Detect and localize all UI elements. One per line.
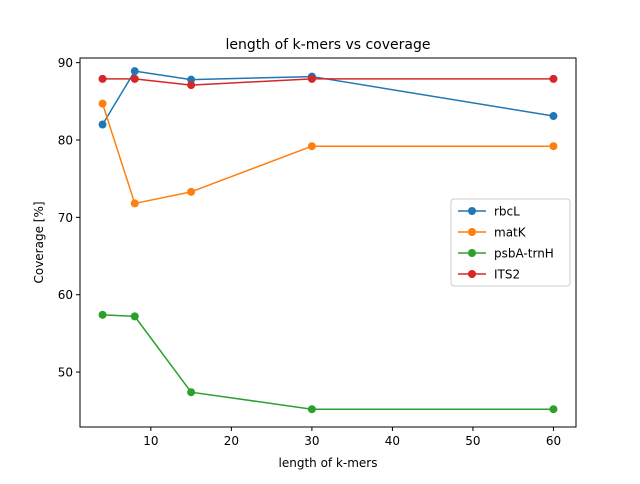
y-tick-label-4: 90 — [58, 56, 73, 70]
legend-label-2: psbA-trnH — [494, 247, 554, 261]
legend-swatch-marker-3 — [468, 270, 476, 278]
data-point-2-4 — [549, 405, 558, 414]
chart-title: length of k-mers vs coverage — [226, 37, 431, 53]
legend-label-3: ITS2 — [494, 268, 520, 282]
y-tick-label-1: 60 — [58, 288, 73, 302]
data-point-2-0 — [98, 310, 107, 319]
x-axis-label: length of k-mers — [279, 456, 378, 470]
data-point-2-3 — [307, 405, 316, 414]
y-tick-label-2: 70 — [58, 211, 73, 225]
plot-frame — [79, 57, 577, 428]
x-tick-label-2: 30 — [304, 434, 319, 448]
axes: 10 20 30 40 50 60 50 60 70 80 90 — [58, 56, 561, 448]
x-tick-label-0: 10 — [143, 434, 158, 448]
data-point-1-4 — [549, 142, 558, 151]
data-point-3-2 — [187, 81, 196, 90]
data-point-1-0 — [98, 99, 107, 108]
data-point-1-2 — [187, 187, 196, 196]
data-point-1-3 — [307, 142, 316, 151]
legend-swatch-marker-2 — [468, 249, 476, 257]
data-point-3-1 — [130, 74, 139, 83]
legend-label-1: matK — [494, 226, 527, 240]
data-point-0-0 — [98, 120, 107, 129]
data-point-2-2 — [187, 388, 196, 397]
data-point-1-1 — [130, 199, 139, 208]
legend-label-0: rbcL — [494, 205, 520, 219]
y-tick-label-3: 80 — [58, 134, 73, 148]
x-tick-label-5: 60 — [546, 434, 561, 448]
data-point-0-4 — [549, 112, 558, 121]
y-tick-label-0: 50 — [58, 366, 73, 380]
legend-box — [450, 198, 571, 287]
legend-swatch-marker-1 — [468, 228, 476, 236]
y-axis-label: Coverage [%] — [32, 201, 46, 283]
data-point-3-4 — [549, 74, 558, 83]
data-point-3-3 — [307, 74, 316, 83]
x-tick-label-1: 20 — [224, 434, 239, 448]
legend-swatch-marker-0 — [468, 207, 476, 215]
data-point-2-1 — [130, 312, 139, 321]
data-point-3-0 — [98, 74, 107, 83]
plot-area — [98, 67, 558, 414]
legend: rbcL matK psbA-trnH ITS2 — [450, 198, 571, 287]
x-tick-label-4: 50 — [465, 434, 480, 448]
x-tick-label-3: 40 — [385, 434, 400, 448]
data-point-0-1 — [130, 67, 139, 76]
